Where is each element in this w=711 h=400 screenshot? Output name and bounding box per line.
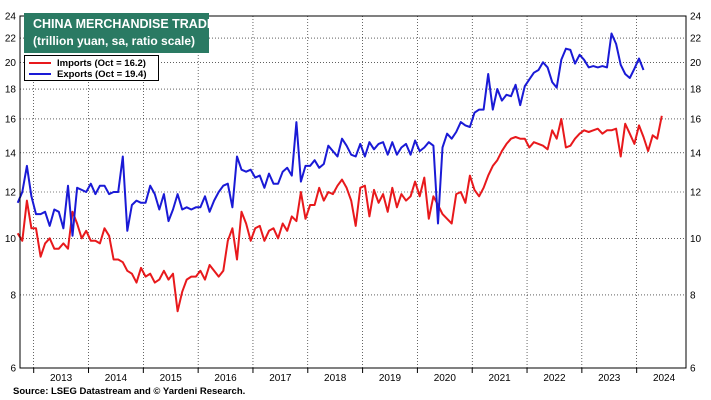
y-tick-label-right: 10: [690, 234, 702, 245]
y-tick-label-right: 24: [690, 12, 702, 23]
x-tick-label: 2022: [543, 373, 566, 384]
y-tick-label-right: 20: [690, 58, 702, 69]
x-tick-label: 2018: [324, 373, 347, 384]
legend-item-exports: Exports (Oct = 19.4): [29, 68, 147, 80]
x-axis: 2013 2014 2015 2016 2017 2018 2019 2020 2021 2022…: [33, 368, 676, 384]
chart-title: CHINA MERCHANDISE TRADE: [33, 17, 216, 31]
y-tick-label-right: 22: [690, 34, 702, 45]
x-tick-label: 2021: [489, 373, 512, 384]
x-tick-label: 2019: [379, 373, 402, 384]
y-tick-label-left: 20: [5, 58, 17, 69]
y-tick-label-left: 8: [10, 290, 16, 301]
y-tick-label-left: 18: [5, 85, 17, 96]
y-tick-label-right: 8: [690, 290, 696, 301]
plot-frame: [19, 15, 687, 369]
source-note: Source: LSEG Datastream and © Yardeni Re…: [13, 386, 246, 397]
y-axis-right: 6 8 10 12 14 16 18 20 22 24: [690, 12, 702, 375]
legend-swatch-imports: [29, 62, 51, 64]
x-tick-label: 2015: [160, 373, 183, 384]
y-tick-label-left: 24: [5, 12, 17, 23]
x-tick-label: 2023: [598, 373, 621, 384]
y-tick-label-left: 6: [10, 364, 16, 375]
x-tick-label: 2017: [269, 373, 292, 384]
legend: Imports (Oct = 16.2) Exports (Oct = 19.4…: [24, 55, 159, 81]
y-tick-label-left: 14: [5, 148, 17, 159]
y-tick-label-right: 14: [690, 148, 702, 159]
y-tick-label-left: 16: [5, 114, 17, 125]
exports-line: [16, 32, 645, 237]
y-tick-label-right: 16: [690, 114, 702, 125]
y-tick-label-right: 12: [690, 188, 702, 199]
y-axis-left: 6 8 10 12 14 16 18 20 22 24: [5, 12, 17, 375]
legend-label-imports: Imports (Oct = 16.2): [57, 57, 146, 69]
x-tick-label: 2016: [214, 373, 237, 384]
y-tick-label-left: 12: [5, 188, 17, 199]
x-tick-label: 2014: [105, 373, 128, 384]
x-tick-label: 2020: [434, 373, 457, 384]
chart-subtitle: (trillion yuan, sa, ratio scale): [33, 34, 196, 48]
imports-line: [16, 115, 663, 313]
x-tick-label: 2024: [653, 373, 676, 384]
x-tick-label: 2013: [50, 373, 73, 384]
y-tick-label-left: 22: [5, 34, 17, 45]
y-tick-label-right: 18: [690, 85, 702, 96]
legend-label-exports: Exports (Oct = 19.4): [57, 68, 147, 80]
y-tick-label-left: 10: [5, 234, 17, 245]
series-lines: [16, 32, 663, 313]
y-tick-label-right: 6: [690, 364, 696, 375]
chart-title-box: CHINA MERCHANDISE TRADE (trillion yuan, …: [24, 13, 215, 53]
legend-item-imports: Imports (Oct = 16.2): [29, 57, 146, 69]
legend-swatch-exports: [29, 73, 51, 75]
